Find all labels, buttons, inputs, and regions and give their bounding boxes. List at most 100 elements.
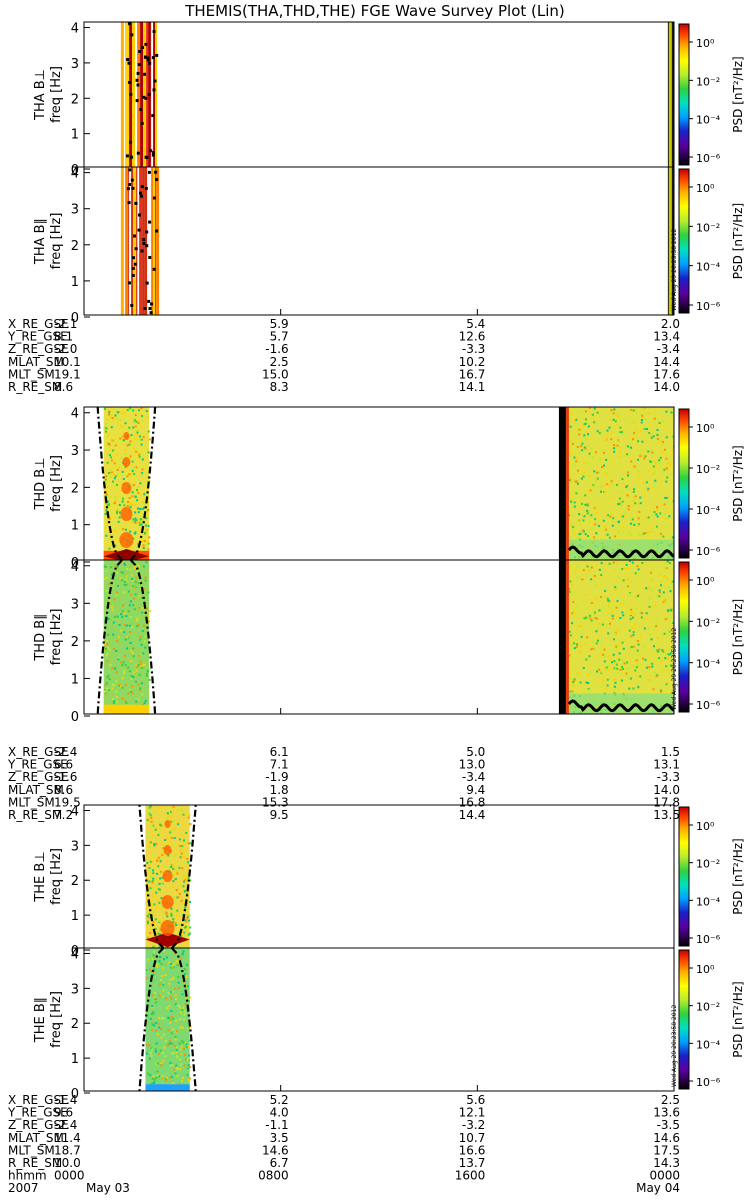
spectrogram-speck — [152, 872, 155, 875]
spectrogram-speck — [655, 675, 658, 678]
spectrogram-speck — [663, 503, 666, 506]
ephem-value: -2.0 — [54, 342, 77, 356]
data-dot — [132, 256, 135, 260]
spectrogram-column — [156, 167, 160, 315]
spectrogram-speck — [184, 1002, 187, 1005]
spectrogram-speck — [134, 503, 137, 506]
data-dot — [137, 228, 141, 232]
spectrogram-speck — [122, 528, 125, 531]
spectrogram-speck — [608, 536, 611, 539]
spectrogram-speck — [187, 1045, 190, 1048]
spectrogram-speck — [176, 1075, 179, 1077]
spectrogram-speck — [166, 915, 169, 918]
data-dot — [151, 151, 155, 155]
data-dot — [155, 53, 159, 57]
spectrogram-speck — [188, 919, 190, 922]
spectrogram-speck — [656, 506, 659, 508]
spectrogram-speck — [114, 475, 117, 478]
ephem-value: -1.4 — [54, 1093, 77, 1107]
spectrogram-speck — [141, 458, 144, 461]
data-dot — [140, 194, 143, 198]
spectrogram-speck — [583, 515, 586, 518]
spectrogram-speck — [142, 506, 145, 509]
spectrogram-speck — [569, 440, 572, 443]
colorbar-tick-label: 10⁰ — [696, 422, 715, 435]
spectrogram-column — [565, 407, 569, 560]
spectrogram-speck — [617, 671, 619, 674]
spectrogram-speck — [647, 678, 650, 681]
spectrogram-speck — [161, 853, 164, 856]
spectrogram-speck — [107, 646, 110, 649]
spectrogram-speck — [611, 614, 614, 617]
spectrogram-speck — [636, 684, 639, 687]
spectrogram-speck — [632, 438, 635, 441]
spectrogram-speck — [116, 473, 119, 476]
spectrogram-speck — [172, 1082, 175, 1085]
panel-ylabel-probe: THA B⊥ — [33, 69, 48, 121]
spectrogram-speck — [645, 481, 648, 484]
spectrogram-speck — [654, 461, 657, 464]
spectrogram-speck — [576, 605, 578, 607]
spectrogram-speck — [134, 437, 137, 440]
data-dot — [144, 55, 147, 59]
low-freq-band — [103, 704, 150, 714]
freq-tick-label: 2 — [71, 92, 79, 107]
spectrogram-speck — [592, 484, 595, 487]
spectrogram-speck — [636, 430, 638, 433]
spectrogram-speck — [616, 444, 619, 447]
colorbar-tick-label: 10⁻⁶ — [696, 300, 721, 313]
spectrogram-speck — [650, 578, 653, 581]
spectrogram-speck — [146, 1052, 148, 1055]
spectrogram-speck — [161, 906, 164, 909]
spectrogram-speck — [614, 588, 617, 591]
spectrogram-speck — [160, 1061, 163, 1064]
panel-ylabel-freq: freq [Hz] — [49, 213, 64, 270]
spectrogram-speck — [176, 1068, 179, 1070]
spectrogram-speck — [596, 512, 599, 515]
spectrogram-speck — [631, 626, 634, 629]
spectrogram-column — [125, 167, 129, 315]
spectrogram-speck — [147, 430, 150, 433]
spectrogram-speck — [160, 824, 163, 827]
ephem-value: -3.4 — [462, 770, 485, 784]
spectrogram-speck — [175, 1030, 178, 1033]
spectrogram-speck — [153, 903, 156, 906]
spectrogram-speck — [584, 430, 587, 433]
spectrogram-speck — [575, 460, 578, 463]
colorbar — [678, 168, 690, 314]
spectrogram-speck — [603, 660, 606, 663]
spectrogram-speck — [583, 617, 586, 620]
spectrogram-speck — [159, 860, 162, 863]
spectrogram-speck — [596, 411, 599, 414]
data-dot — [144, 42, 148, 46]
spectrogram-speck — [654, 671, 656, 674]
spectrogram-speck — [142, 624, 145, 627]
spectrogram-speck — [149, 805, 152, 808]
spectrogram-speck — [609, 612, 612, 615]
spectrogram-speck — [184, 1010, 186, 1013]
spectrogram-speck — [152, 1012, 155, 1015]
spectrogram-speck — [137, 422, 140, 425]
spectrogram-speck — [637, 440, 640, 443]
spectrogram-speck — [147, 1072, 150, 1075]
spectrogram-speck — [664, 448, 666, 451]
spectrogram-speck — [106, 687, 109, 690]
spectrogram-speck — [167, 1029, 170, 1032]
spectrogram-speck — [138, 409, 140, 412]
ephem-value: 8.6 — [54, 783, 73, 797]
data-dot — [140, 185, 144, 189]
spectrogram-speck — [169, 1076, 172, 1079]
spectrogram-speck — [180, 852, 183, 855]
spectrogram-speck — [642, 532, 645, 535]
spectrogram-speck — [131, 579, 134, 582]
spectrogram-speck — [630, 635, 633, 638]
spectrogram-speck — [154, 928, 157, 930]
ephem-label: MLAT_SM — [8, 355, 64, 369]
spectrogram-speck — [166, 812, 169, 815]
spectrogram-speck — [639, 502, 642, 505]
spectrogram-speck — [641, 449, 644, 452]
spectrogram-speck — [159, 1049, 162, 1052]
spectrogram-speck — [578, 651, 581, 654]
spectrogram-speck — [648, 633, 651, 636]
spectrogram-speck — [642, 657, 644, 660]
